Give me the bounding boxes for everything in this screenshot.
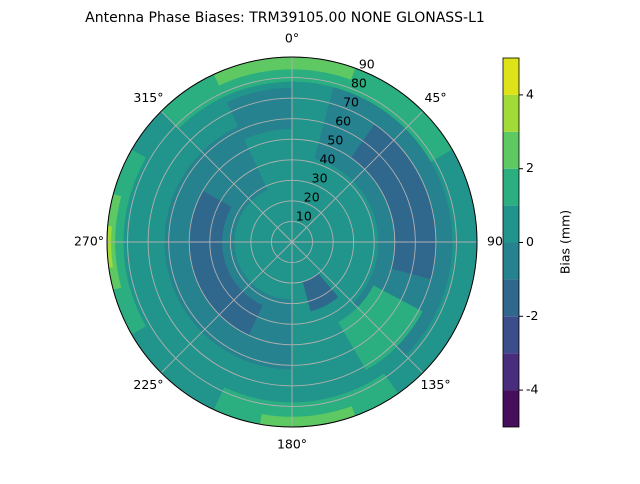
theta-tick-label: 90	[487, 234, 503, 249]
theta-tick-label: 45°	[424, 90, 446, 105]
colorbar-label: Bias (mm)	[558, 210, 573, 274]
r-tick-label: 20	[304, 190, 320, 205]
r-tick-label: 80	[351, 76, 367, 91]
r-tick-label: 50	[327, 133, 343, 148]
r-tick-label: 70	[343, 95, 359, 110]
chart-title: Antenna Phase Biases: TRM39105.00 NONE G…	[85, 10, 485, 26]
colorbar-tick-label: 2	[526, 160, 534, 175]
plot-border	[106, 56, 478, 428]
theta-tick-label: 270°	[74, 234, 104, 249]
colorbar-band	[503, 316, 519, 354]
colorbar-tick-label: 0	[526, 234, 534, 249]
colorbar-band	[503, 353, 519, 391]
colorbar-band	[503, 390, 519, 427]
contour-region	[226, 87, 292, 140]
r-tick-label: 60	[335, 114, 351, 129]
r-tick-label: 40	[320, 152, 336, 167]
theta-grid-line	[160, 110, 293, 243]
colorbar-tick-label: 4	[526, 86, 534, 101]
theta-grid-line	[160, 241, 293, 374]
colorbar-band	[503, 279, 519, 317]
theta-tick-label: 0°	[285, 31, 299, 46]
theta-tick-label: 135°	[420, 377, 450, 392]
contour-region	[213, 57, 356, 86]
contour-region	[314, 87, 453, 356]
theta-grid-line	[291, 241, 424, 374]
colorbar-band	[503, 94, 519, 132]
theta-grid-line	[291, 110, 424, 243]
theta-tick-label: 225°	[133, 377, 163, 392]
contour-region	[161, 57, 453, 162]
colorbar-band	[503, 58, 519, 95]
colorbar-tick-label: -2	[526, 308, 538, 323]
r-tick-label: 10	[296, 209, 312, 224]
colorbar-band	[503, 242, 519, 280]
r-tick-label: 90	[359, 57, 375, 72]
contour-region	[302, 273, 339, 312]
r-tick-label: 30	[312, 171, 328, 186]
theta-tick-label: 180°	[277, 437, 307, 452]
contour-region	[189, 190, 263, 336]
colorbar-tick-label: -4	[526, 382, 539, 397]
axes: 10 20 30 40 50 60 70 80 90 0° 45° 90 135° 180° 225° 270…	[74, 31, 503, 452]
colorbar-band	[503, 168, 519, 206]
contour-region	[350, 124, 436, 280]
colorbar-band	[503, 205, 519, 243]
theta-tick-label: 315°	[133, 90, 163, 105]
contour-region	[259, 406, 356, 427]
colorbar-band	[503, 131, 519, 169]
contour-region	[107, 225, 113, 268]
